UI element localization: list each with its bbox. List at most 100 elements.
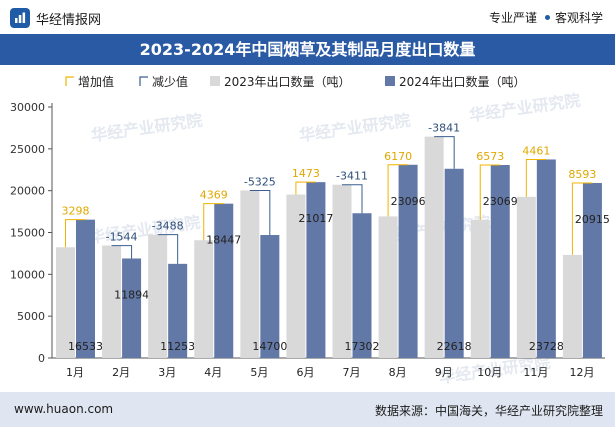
increase-bracket [203, 203, 224, 241]
x-tick-label: 11月 [523, 366, 548, 379]
change-label: 1473 [292, 167, 320, 180]
y-tick-label: 15000 [10, 227, 45, 240]
increase-bracket [387, 164, 409, 217]
watermark-text: 华经产业研究院 [90, 111, 204, 145]
decrease-bracket [342, 184, 363, 214]
bar-2024 [398, 164, 418, 358]
legend-decrease-label: 减少值 [152, 74, 188, 89]
bar-2024-value: 23728 [529, 340, 564, 353]
x-tick-label: 10月 [477, 366, 502, 379]
x-tick-label: 12月 [569, 366, 594, 379]
x-tick-label: 3月 [158, 366, 176, 379]
bar-2024-value: 23069 [483, 195, 518, 208]
site-url: www.huaon.com [14, 402, 114, 416]
bar-2024-value: 11253 [160, 340, 195, 353]
bar-2024-value: 14700 [252, 340, 287, 353]
bar-2023 [332, 184, 352, 358]
title-bar: 2023-2024年中国烟草及其制品月度出口数量 [0, 34, 615, 65]
legend-2023-label: 2023年出口数量（吨） [224, 74, 351, 89]
bar-2023 [516, 196, 536, 358]
y-tick-label: 5000 [17, 310, 45, 323]
legend-decrease-swatch [139, 76, 148, 86]
tagline: 专业严谨 客观科学 [489, 9, 603, 26]
legend-increase-swatch [65, 76, 74, 86]
bar-2024 [352, 213, 372, 358]
tagline-dot [544, 15, 550, 20]
bar-2024-value: 11894 [114, 288, 149, 301]
bar-2023 [286, 194, 306, 358]
bar-2024-value: 16533 [68, 340, 103, 353]
bar-2023 [562, 254, 582, 358]
change-label: -5325 [244, 175, 276, 188]
y-tick-label: 20000 [10, 185, 45, 198]
bar-2024 [490, 164, 510, 358]
data-source: 数据来源：中国海关，华经产业研究院整理 [374, 404, 603, 418]
bar-2024 [582, 183, 602, 358]
change-label: 6573 [476, 150, 504, 163]
watermark-text: 华经产业研究院 [468, 91, 582, 125]
x-tick-label: 4月 [204, 366, 222, 379]
x-tick-label: 8月 [389, 366, 407, 379]
x-tick-label: 2月 [112, 366, 130, 379]
tagline-left: 专业严谨 [488, 11, 537, 25]
x-tick-label: 6月 [296, 366, 314, 379]
top-bar: 华经情报网 专业严谨 客观科学 [0, 0, 615, 34]
change-label: -1544 [106, 231, 138, 244]
bar-2024-value: 18447 [206, 234, 241, 247]
bar-2024 [122, 258, 142, 358]
decrease-bracket [249, 189, 271, 236]
logo-icon [10, 8, 30, 28]
tagline-right: 客观科学 [554, 11, 603, 25]
watermark-text: 华经产业研究院 [298, 111, 412, 145]
bar-2024 [536, 159, 556, 358]
change-label: -3488 [152, 220, 184, 233]
legend-increase-label: 增加值 [78, 74, 114, 89]
bar-2023 [240, 190, 260, 358]
bar-2023 [102, 245, 122, 358]
bar-2024 [260, 235, 280, 358]
increase-bracket [295, 181, 316, 195]
bar-2024 [76, 219, 95, 358]
bar-2023 [194, 240, 214, 358]
decrease-bracket [157, 234, 179, 264]
y-tick-label: 30000 [10, 101, 45, 114]
legend-2024-swatch [385, 76, 395, 86]
y-tick-label: 10000 [10, 268, 45, 281]
brand-name: 华经情报网 [36, 12, 102, 28]
x-tick-label: 5月 [250, 366, 268, 379]
change-label: -3841 [428, 122, 460, 135]
x-tick-label: 1月 [66, 366, 84, 379]
increase-bracket [479, 164, 501, 220]
x-tick-label: 9月 [435, 366, 453, 379]
change-label: -3411 [336, 170, 368, 183]
bar-2023 [56, 247, 75, 358]
bar-2024-value: 17302 [345, 340, 380, 353]
bar-2024-value: 23096 [391, 195, 426, 208]
increase-bracket [525, 158, 547, 197]
bar-2023 [148, 234, 168, 358]
change-label: 4369 [200, 189, 228, 202]
increase-bracket [571, 182, 593, 255]
chart-title: 2023-2024年中国烟草及其制品月度出口数量 [139, 40, 476, 59]
bar-2024-value: 22618 [437, 340, 472, 353]
decrease-bracket [434, 136, 455, 169]
legend-2024-label: 2024年出口数量（吨） [399, 74, 526, 89]
change-label: 4461 [522, 144, 550, 157]
change-label: 3298 [62, 205, 90, 218]
brand: 华经情报网 [10, 8, 101, 28]
y-tick-label: 0 [38, 352, 45, 365]
bar-2023 [470, 219, 490, 358]
footer: www.huaon.com 数据来源：中国海关，华经产业研究院整理 [0, 392, 615, 427]
bar-2023 [378, 216, 398, 358]
bar-chart: 华经产业研究院华经产业研究院华经产业研究院华经产业研究院华经产业研究院华经产业研… [10, 74, 610, 387]
bar-2024 [214, 203, 234, 358]
bar-2024-value: 20915 [575, 213, 610, 226]
change-label: 8593 [568, 168, 596, 181]
change-label: 6170 [384, 150, 412, 163]
bar-2024 [444, 168, 464, 358]
x-tick-label: 7月 [343, 366, 361, 379]
increase-bracket [65, 219, 86, 248]
bar-2024 [168, 263, 188, 358]
y-tick-label: 25000 [10, 143, 45, 156]
